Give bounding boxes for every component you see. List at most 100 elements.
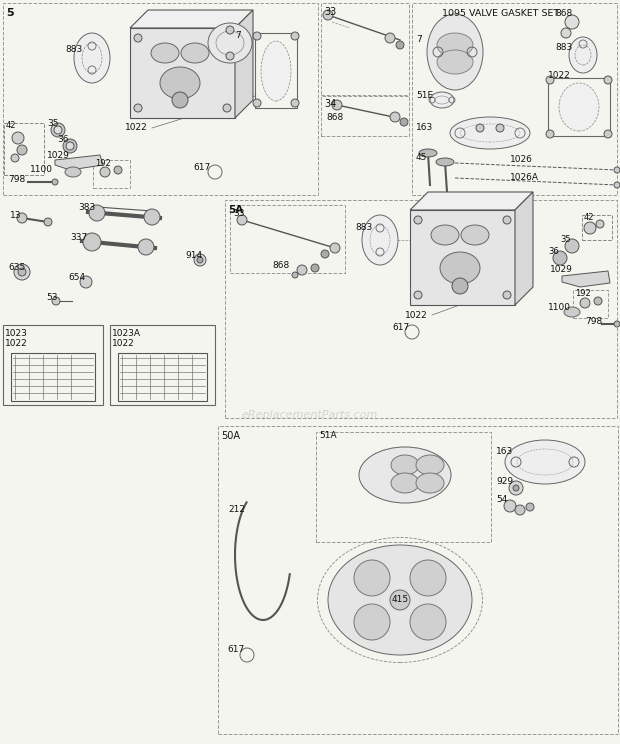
Ellipse shape [437,33,473,57]
Circle shape [390,590,410,610]
Text: 36: 36 [57,135,68,144]
Bar [218,426,618,734]
Polygon shape [515,192,533,305]
Circle shape [410,604,446,640]
Circle shape [197,257,203,263]
Bar [548,78,610,136]
Circle shape [18,268,26,276]
Circle shape [604,130,612,138]
Circle shape [134,104,142,112]
Text: 635: 635 [8,263,25,272]
Bar [118,353,207,401]
Text: 51A: 51A [319,432,337,440]
Text: 1023: 1023 [5,330,28,339]
Text: 212: 212 [228,505,245,515]
Text: 50A: 50A [221,431,240,441]
Ellipse shape [419,149,437,157]
Text: 883: 883 [355,223,372,232]
Text: 868: 868 [272,260,290,269]
Ellipse shape [461,225,489,245]
Circle shape [44,218,52,226]
Ellipse shape [505,440,585,484]
Circle shape [226,26,234,34]
Text: 617: 617 [227,646,244,655]
Circle shape [237,215,247,225]
Circle shape [194,254,206,266]
Text: 35: 35 [560,236,570,245]
Polygon shape [130,10,253,28]
Circle shape [17,145,27,155]
Circle shape [330,243,340,253]
Circle shape [584,222,596,234]
Circle shape [172,92,188,108]
Circle shape [515,505,525,515]
Text: 929: 929 [496,478,513,487]
Ellipse shape [437,50,473,74]
Circle shape [400,118,408,126]
Ellipse shape [564,307,580,317]
Text: 415: 415 [392,595,409,604]
Bar [255,33,297,108]
Circle shape [476,124,484,132]
Text: 53: 53 [46,293,58,303]
Circle shape [396,41,404,49]
Circle shape [226,52,234,60]
Polygon shape [410,192,533,210]
Circle shape [138,239,154,255]
Text: 337: 337 [70,234,87,243]
Circle shape [410,560,446,596]
Text: 798: 798 [585,318,602,327]
Text: 45: 45 [416,153,427,162]
Circle shape [292,272,298,278]
Ellipse shape [261,41,291,101]
Circle shape [134,34,142,42]
Circle shape [546,76,554,84]
Text: 1095 VALVE GASKET SET: 1095 VALVE GASKET SET [442,8,559,18]
Ellipse shape [391,473,419,493]
Circle shape [565,239,579,253]
Text: 798: 798 [8,176,25,185]
Circle shape [311,264,319,272]
Circle shape [503,216,511,224]
Circle shape [504,500,516,512]
Bar [321,96,409,136]
Circle shape [354,560,390,596]
Circle shape [321,250,329,258]
Text: 383: 383 [78,204,95,213]
Circle shape [297,265,307,275]
Circle shape [83,233,101,251]
Bar [110,325,215,405]
Circle shape [253,99,261,107]
Circle shape [561,28,571,38]
Bar [93,160,130,188]
Circle shape [414,291,422,299]
Ellipse shape [151,43,179,63]
Circle shape [614,182,620,188]
Ellipse shape [362,215,398,265]
Circle shape [614,167,620,173]
Ellipse shape [416,473,444,493]
Bar [3,325,103,405]
Text: 914: 914 [185,251,202,260]
Text: 33: 33 [324,7,336,17]
Circle shape [553,251,567,265]
Circle shape [52,297,60,305]
Text: 42: 42 [584,214,595,222]
Circle shape [604,76,612,84]
Circle shape [452,278,468,294]
Bar [316,432,491,542]
Ellipse shape [208,23,252,63]
Ellipse shape [430,92,454,108]
Text: 617: 617 [193,164,210,173]
Text: 36: 36 [548,248,559,257]
Ellipse shape [74,33,110,83]
Circle shape [223,104,231,112]
Ellipse shape [181,43,209,63]
Circle shape [596,220,604,228]
Text: 1100: 1100 [30,165,53,175]
Circle shape [63,139,77,153]
Circle shape [291,32,299,40]
Ellipse shape [416,455,444,475]
Ellipse shape [450,117,530,149]
Text: 192: 192 [575,289,591,298]
